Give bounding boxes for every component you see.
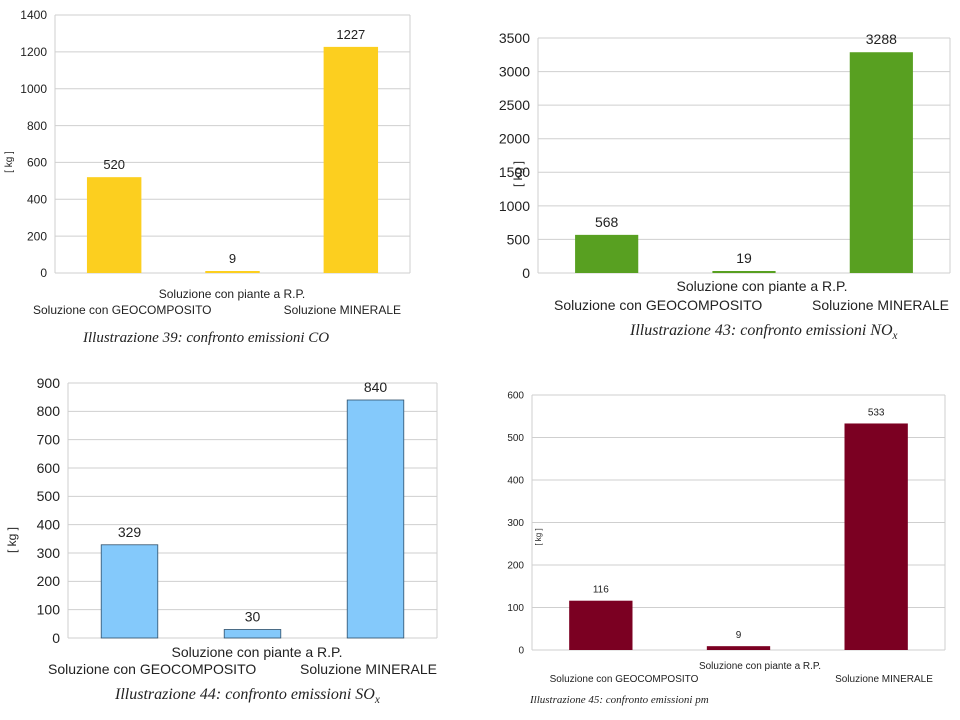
bar-soluzione-con-piante-a-r-p — [205, 271, 260, 273]
chart-sox: 0 100 200 300 400 500 600 700 800 900 [ kg ] 329 Sol… — [5, 375, 438, 677]
data-label: 533 — [868, 407, 885, 418]
y-tick-label: 0 — [52, 630, 60, 646]
data-label: 520 — [103, 157, 125, 172]
bar-soluzione-con-piante-a-r-p — [223, 629, 282, 639]
chart-caption: Illustrazione 45: confronto emissioni pm — [530, 694, 709, 706]
y-tick-label: 300 — [507, 518, 524, 529]
y-tick-label: 0 — [522, 265, 530, 281]
y-tick-label: 3000 — [499, 63, 530, 79]
bar-soluzione-con-piante-a-r-p — [712, 271, 776, 273]
y-tick-label: 1000 — [499, 198, 530, 214]
x-tick-label-soluzione-con-geocomposito: Soluzione con GEOCOMPOSITO — [48, 661, 256, 677]
data-label: 3288 — [866, 31, 897, 47]
caption-text: Illustrazione 39: confronto emissioni CO — [83, 330, 330, 346]
x-tick-label-soluzione-con-geocomposito: Soluzione con GEOCOMPOSITO — [554, 297, 762, 313]
x-tick-label-soluzione-con-piante-a-r-p: Soluzione con piante a R.P. — [699, 661, 821, 672]
chart-caption: Illustrazione 39: confronto emissioni CO — [83, 330, 329, 347]
chart-caption: Illustrazione 44: confronto emissioni SO… — [115, 686, 380, 706]
x-tick-label-soluzione-minerale: Soluzione MINERALE — [835, 674, 933, 685]
y-tick-label: 1200 — [20, 45, 47, 59]
y-tick-label: 500 — [507, 433, 524, 444]
y-tick-label: 500 — [37, 488, 61, 504]
y-tick-label: 3500 — [499, 30, 530, 46]
bar-soluzione-minerale — [346, 399, 405, 639]
chart-panel-pm: 0 100 200 300 400 500 600 [ kg ] 116 Soluzione co… — [480, 360, 960, 720]
y-tick-label: 800 — [27, 119, 47, 133]
data-label: 9 — [229, 251, 236, 266]
y-tick-label: 200 — [507, 561, 524, 572]
data-label: 9 — [736, 630, 742, 641]
y-tick-label: 1000 — [20, 82, 47, 96]
bar-soluzione-con-geocomposito — [575, 234, 639, 273]
caption-text: Illustrazione 44: confronto emissioni SO — [115, 686, 375, 703]
bar-soluzione-minerale — [323, 46, 379, 274]
bar-soluzione-minerale — [849, 52, 913, 274]
y-tick-label: 700 — [37, 432, 61, 448]
chart-panel-co: 0 200 400 600 800 1000 1200 1400 [ kg ] 520 Soluzi… — [0, 0, 480, 360]
y-tick-label: 400 — [37, 517, 61, 533]
bar-soluzione-con-piante-a-r-p — [706, 646, 771, 650]
chart-pm: 0 100 200 300 400 500 600 [ kg ] 116 Soluzione co… — [507, 391, 946, 685]
x-tick-label-soluzione-con-piante-a-r-p: Soluzione con piante a R.P. — [172, 644, 343, 660]
chart-panel-sox: 0 100 200 300 400 500 600 700 800 900 [ kg ] 329 Sol… — [0, 360, 480, 720]
y-tick-label: 200 — [27, 229, 47, 243]
bar-soluzione-con-geocomposito — [569, 600, 633, 650]
y-tick-label: 2000 — [499, 131, 530, 147]
y-tick-label: 1400 — [20, 8, 47, 22]
y-tick-label: 100 — [507, 603, 524, 614]
x-tick-label-soluzione-minerale: Soluzione MINERALE — [812, 297, 949, 313]
y-tick-label: 600 — [27, 156, 47, 170]
chart-caption: Illustrazione 43: confronto emissioni NO… — [630, 322, 897, 342]
y-tick-label: 1500 — [499, 164, 530, 180]
chart-co: 0 200 400 600 800 1000 1200 1400 [ kg ] 520 Soluzi… — [4, 8, 411, 317]
data-label: 116 — [593, 585, 609, 596]
y-tick-label: 300 — [37, 545, 61, 561]
caption-text: Illustrazione 45: confronto emissioni pm — [530, 694, 709, 706]
caption-subscript: x — [374, 694, 380, 707]
y-tick-label: 200 — [37, 573, 61, 589]
y-tick-label: 100 — [37, 602, 61, 618]
chart-panel-nox: 0 500 1000 1500 2000 2500 3000 3500 [ kg ] 568 Sol… — [480, 0, 960, 360]
y-tick-label: 400 — [507, 476, 524, 487]
y-axis-label: [ kg ] — [511, 161, 525, 187]
x-tick-label-soluzione-con-piante-a-r-p: Soluzione con piante a R.P. — [677, 278, 848, 294]
y-axis-label: [ kg ] — [534, 528, 543, 545]
x-tick-label-soluzione-minerale: Soluzione MINERALE — [300, 661, 437, 677]
chart-nox: 0 500 1000 1500 2000 2500 3000 3500 [ kg ] 568 Sol… — [499, 30, 951, 313]
x-tick-label-soluzione-con-piante-a-r-p: Soluzione con piante a R.P. — [159, 287, 306, 301]
bar-soluzione-con-geocomposito — [86, 177, 142, 273]
y-tick-label: 500 — [507, 231, 531, 247]
data-label: 840 — [364, 379, 388, 395]
caption-subscript: x — [892, 330, 898, 343]
bar-soluzione-minerale — [844, 423, 908, 650]
y-axis-label: [ kg ] — [4, 151, 15, 173]
y-tick-label: 600 — [507, 391, 524, 402]
data-label: 568 — [595, 214, 619, 230]
y-tick-label: 2500 — [499, 97, 530, 113]
x-tick-label-soluzione-minerale: Soluzione MINERALE — [284, 303, 401, 317]
caption-text: Illustrazione 43: confronto emissioni NO — [630, 322, 893, 339]
y-tick-label: 800 — [37, 403, 61, 419]
data-label: 19 — [736, 250, 752, 266]
bar-soluzione-con-geocomposito — [100, 544, 159, 639]
y-axis-label: [ kg ] — [5, 527, 19, 553]
x-tick-label-soluzione-con-geocomposito: Soluzione con GEOCOMPOSITO — [33, 303, 212, 317]
data-label: 30 — [245, 609, 261, 625]
y-tick-label: 0 — [40, 266, 47, 280]
y-tick-label: 0 — [518, 646, 524, 657]
data-label: 329 — [118, 524, 142, 540]
y-tick-label: 400 — [27, 192, 47, 206]
y-tick-label: 900 — [37, 375, 61, 391]
x-tick-label-soluzione-con-geocomposito: Soluzione con GEOCOMPOSITO — [550, 674, 699, 685]
y-tick-label: 600 — [37, 460, 61, 476]
data-label: 1227 — [336, 27, 365, 42]
